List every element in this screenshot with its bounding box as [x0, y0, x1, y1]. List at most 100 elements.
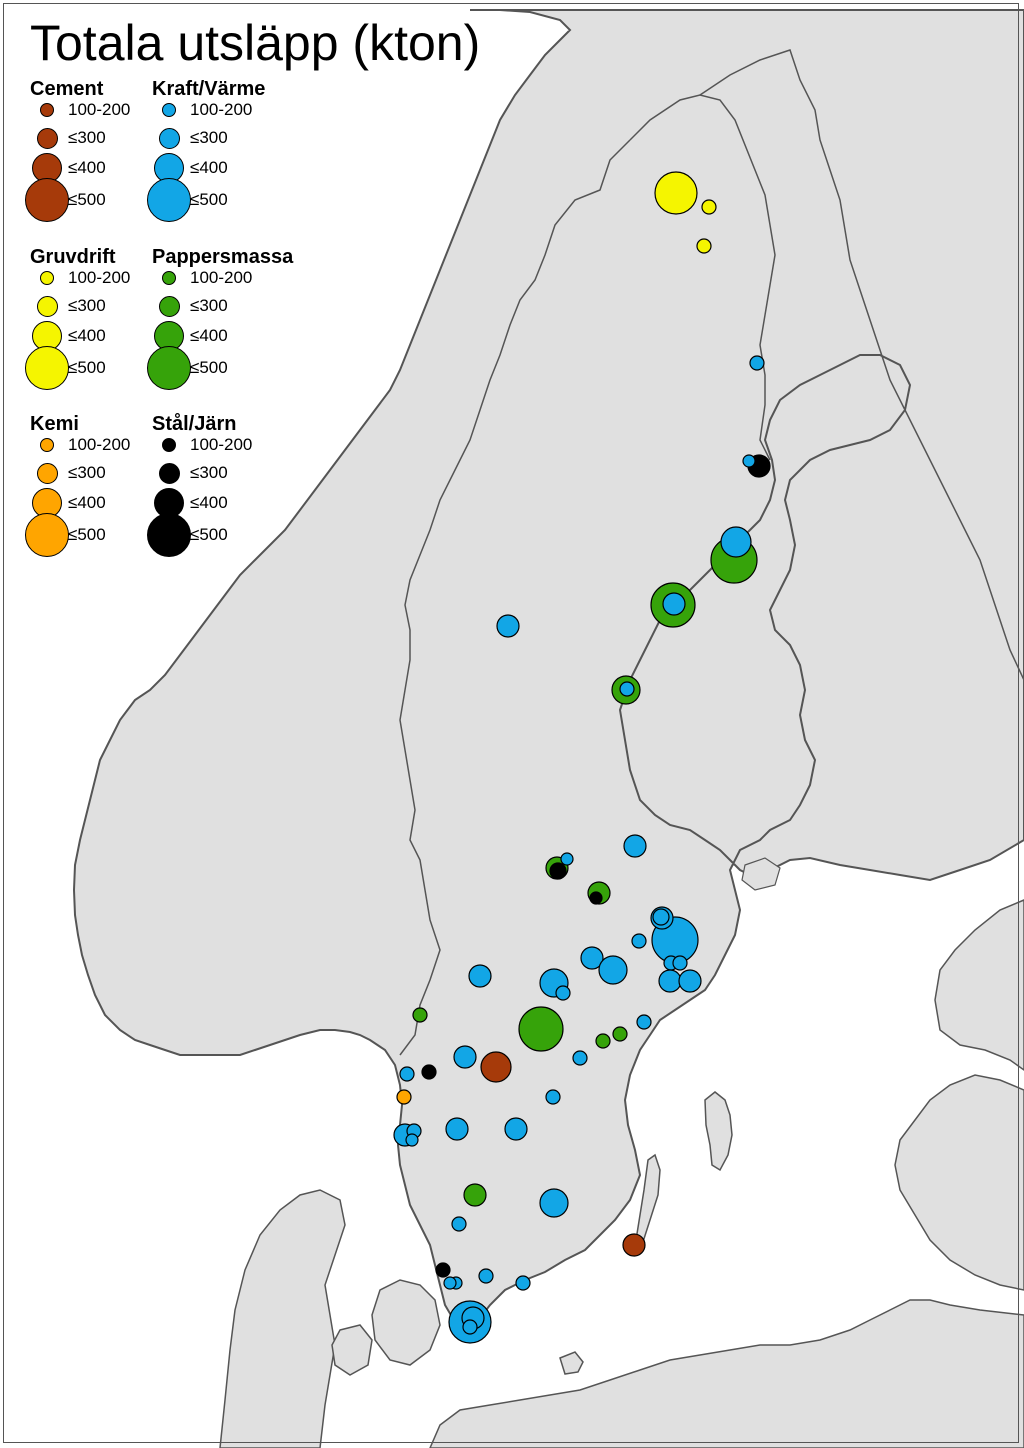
legend-size-label: ≤500 [190, 358, 228, 377]
legend-size-label: ≤300 [68, 463, 106, 482]
national-borders [399, 49, 1024, 1056]
emission-point-kraft [720, 526, 752, 558]
emission-point-kraft [619, 681, 635, 697]
legend-size-label: ≤300 [190, 463, 228, 482]
land-masses [72, 9, 1024, 1448]
aland-islands [741, 857, 781, 891]
emission-point-kraft [462, 1319, 478, 1335]
emission-point-papper [518, 1006, 564, 1052]
emission-point-kraft [515, 1275, 531, 1291]
legend-size-label: ≤400 [68, 493, 106, 512]
legend-size-label: ≤400 [190, 493, 228, 512]
baltic-coast [934, 899, 1024, 1071]
circle-icon [25, 513, 69, 557]
legend-size-label: 100-200 [68, 435, 131, 454]
emission-point-papper [412, 1007, 428, 1023]
emission-point-kraft [623, 834, 647, 858]
emission-point-gruv [696, 238, 712, 254]
legend-size-label: ≤400 [68, 158, 106, 177]
legend-size-label: ≤500 [190, 190, 228, 209]
legend-size-label: 100-200 [190, 100, 253, 119]
emission-point-kraft [636, 1014, 652, 1030]
emission-point-gruv [701, 199, 717, 215]
emission-point-gruv [654, 171, 698, 215]
emission-point-kraft [399, 1066, 415, 1082]
emission-point-kraft [749, 355, 765, 371]
emission-point-kraft [678, 969, 702, 993]
legend-size-label: ≤300 [190, 128, 228, 147]
legend-heading-kraft: Kraft/Värme [152, 78, 266, 100]
emission-point-kemi [396, 1089, 412, 1105]
legend-size-label: ≤300 [68, 296, 106, 315]
southern-coast [429, 1299, 1024, 1448]
emission-points [393, 171, 771, 1344]
oland-island [635, 1153, 661, 1247]
emission-point-kraft [631, 933, 647, 949]
emission-point-stal [549, 862, 567, 880]
emission-point-kraft [451, 1216, 467, 1232]
emission-point-kraft [742, 454, 756, 468]
circle-icon [40, 438, 54, 452]
legend-size-label: ≤500 [68, 525, 106, 544]
circle-icon [147, 346, 191, 390]
emission-point-kraft [539, 1188, 569, 1218]
circle-icon [40, 103, 54, 117]
legend-size-label: ≤500 [190, 525, 228, 544]
circle-icon [36, 462, 58, 484]
legend-size-label: ≤300 [190, 296, 228, 315]
emission-point-kraft [672, 955, 688, 971]
circle-icon [25, 178, 69, 222]
zealand-island [371, 1279, 441, 1366]
bornholm-island [559, 1351, 584, 1375]
emission-point-kraft [658, 969, 682, 993]
legend-heading-cement: Cement [30, 78, 104, 100]
circle-icon [147, 513, 191, 557]
emission-point-kraft [504, 1117, 528, 1141]
emission-point-cement [480, 1051, 512, 1083]
legend-heading-gruv: Gruvdrift [30, 246, 116, 268]
emission-point-kraft [443, 1276, 457, 1290]
emission-point-kraft [598, 955, 628, 985]
emission-point-papper [595, 1033, 611, 1049]
gotland-island [704, 1091, 733, 1172]
emission-point-kraft [445, 1117, 469, 1141]
emission-point-kraft [405, 1133, 419, 1147]
legend-size-label: ≤400 [68, 326, 106, 345]
emission-point-kraft [560, 852, 574, 866]
emission-point-stal [421, 1064, 437, 1080]
denmark-jutland [219, 1189, 346, 1448]
legend-size-label: 100-200 [68, 268, 131, 287]
circle-icon [158, 295, 180, 317]
emission-point-kraft [468, 964, 492, 988]
circle-icon [158, 462, 180, 484]
circle-icon [40, 271, 54, 285]
circle-icon [25, 346, 69, 390]
legend-heading-kemi: Kemi [30, 413, 79, 435]
legend-size-label: ≤300 [68, 128, 106, 147]
emission-point-stal [589, 891, 603, 905]
legend-size-label: 100-200 [190, 435, 253, 454]
legend-size-label: 100-200 [68, 100, 131, 119]
emission-point-kraft [580, 946, 604, 970]
emission-point-kraft [453, 1045, 477, 1069]
map-title: Totala utsläpp (kton) [30, 15, 481, 71]
legend-heading-stal: Stål/Järn [152, 413, 237, 435]
legend-size-label: ≤400 [190, 158, 228, 177]
emission-point-kraft [572, 1050, 588, 1066]
latvia-lithuania [894, 1074, 1024, 1291]
emission-point-stal [435, 1262, 451, 1278]
legend-size-label: ≤500 [68, 358, 106, 377]
emission-point-kraft [555, 985, 571, 1001]
emission-point-cement [622, 1233, 646, 1257]
circle-icon [162, 271, 176, 285]
circle-icon [36, 127, 58, 149]
circle-icon [147, 178, 191, 222]
circle-icon [154, 153, 184, 183]
emission-point-kraft [652, 908, 670, 926]
funen-island [331, 1324, 373, 1376]
circle-icon [36, 295, 58, 317]
legend-size-label: ≤400 [190, 326, 228, 345]
legend-heading-papper: Pappersmassa [152, 246, 294, 268]
emission-point-papper [463, 1183, 487, 1207]
